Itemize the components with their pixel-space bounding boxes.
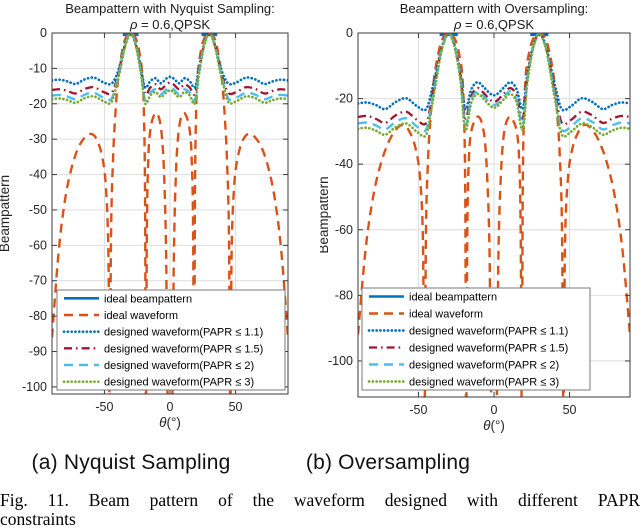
y-tick-label: -20 bbox=[29, 97, 47, 111]
series-designed-waveform-papr-1-5- bbox=[52, 33, 288, 96]
y-tick-label: -90 bbox=[29, 345, 47, 359]
plot-title-line1: Beampattern with Oversampling: bbox=[400, 1, 589, 16]
subcaption-a: (a) Nyquist Sampling bbox=[31, 451, 231, 474]
y-tick-label: -40 bbox=[335, 157, 353, 171]
subcaption-b: (b) Oversampling bbox=[305, 451, 471, 474]
legend-label: designed waveform(PAPR ≤ 1.5) bbox=[104, 343, 263, 355]
series-designed-waveform-papr-3- bbox=[358, 33, 630, 138]
y-tick-label: -50 bbox=[29, 203, 47, 217]
plot-title-line1: Beampattern with Nyquist Sampling: bbox=[65, 1, 275, 16]
y-tick-label: -20 bbox=[335, 92, 353, 106]
series-designed-waveform-papr-3- bbox=[52, 33, 288, 106]
y-tick-label: -80 bbox=[335, 288, 353, 302]
plot-oversampling: -50 0 50 0 -20 -40 -60 -80 -100 Beampattern with … bbox=[320, 0, 640, 436]
series-designed-waveform-papr-1-1- bbox=[52, 33, 288, 90]
series-designed-waveform-papr-1-1- bbox=[358, 33, 630, 112]
plot-title-line2: ρ = 0.6,QPSK bbox=[453, 17, 534, 32]
legend-label: ideal waveform bbox=[104, 310, 178, 322]
y-tick-label: -100 bbox=[328, 354, 353, 368]
x-tick-label: -50 bbox=[95, 400, 113, 414]
y-tick-label: -80 bbox=[29, 309, 47, 323]
legend-label: designed waveform(PAPR ≤ 3) bbox=[409, 377, 559, 389]
y-tick-label: -40 bbox=[29, 168, 47, 182]
figure-caption: Fig. 11. Beam pattern of the waveform de… bbox=[0, 491, 640, 529]
legend-box bbox=[361, 287, 591, 391]
y-tick-label: -100 bbox=[22, 380, 47, 394]
y-axis-label: Beampattern bbox=[0, 175, 12, 252]
y-tick-label: -70 bbox=[29, 274, 47, 288]
x-tick-label: -50 bbox=[409, 403, 427, 417]
plot-nyquist-sampling: -50 0 50 0 -10 -20 -30 -40 -50 -60 -70 -80 -90 -100 Be… bbox=[0, 0, 320, 436]
legend-label: ideal waveform bbox=[409, 309, 483, 321]
y-tick-label: 0 bbox=[40, 26, 47, 40]
figure-caption-line1: Fig. 11. Beam pattern of the waveform de… bbox=[0, 490, 640, 510]
y-tick-label: 0 bbox=[346, 26, 353, 40]
series-designed-waveform-papr-2- bbox=[52, 33, 288, 102]
series-designed-waveform-papr-2- bbox=[358, 33, 630, 133]
legend-label: ideal beampattern bbox=[409, 292, 497, 304]
y-tick-label: -60 bbox=[335, 223, 353, 237]
x-tick-label: 0 bbox=[167, 400, 174, 414]
x-tick-label: 50 bbox=[563, 403, 577, 417]
y-tick-label: -60 bbox=[29, 238, 47, 252]
legend-label: designed waveform(PAPR ≤ 3) bbox=[104, 377, 254, 389]
y-axis-label: Beampattern bbox=[320, 176, 331, 253]
y-tick-label: -30 bbox=[29, 132, 47, 146]
legend-label: ideal beampattern bbox=[104, 293, 192, 305]
legend-label: designed waveform(PAPR ≤ 1.1) bbox=[409, 326, 568, 338]
legend-label: designed waveform(PAPR ≤ 1.1) bbox=[104, 327, 263, 339]
x-tick-label: 0 bbox=[491, 403, 498, 417]
legend-label: designed waveform(PAPR ≤ 1.5) bbox=[409, 343, 568, 355]
legend-label: designed waveform(PAPR ≤ 2) bbox=[409, 360, 559, 372]
x-axis-label: θ(°) bbox=[483, 418, 505, 433]
figure-caption-line2: constraints bbox=[0, 509, 76, 529]
x-axis-label: θ(°) bbox=[159, 415, 181, 430]
y-tick-label: -10 bbox=[29, 61, 47, 75]
x-tick-label: 50 bbox=[229, 400, 243, 414]
legend-box bbox=[56, 289, 286, 391]
legend-label: designed waveform(PAPR ≤ 2) bbox=[104, 360, 254, 372]
plot-title-line2: ρ = 0.6,QPSK bbox=[129, 17, 210, 32]
series-designed-waveform-papr-1-5- bbox=[358, 33, 630, 126]
